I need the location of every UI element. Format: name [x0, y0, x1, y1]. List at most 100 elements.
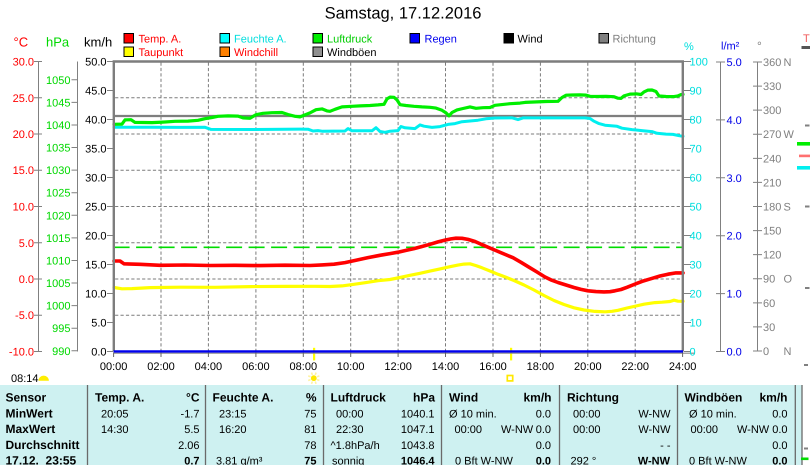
svg-text:00:00: 00:00	[455, 424, 483, 436]
svg-text:0.0: 0.0	[772, 424, 787, 436]
svg-text:50: 50	[690, 202, 702, 214]
svg-text:10: 10	[690, 318, 702, 330]
svg-text:Temp. A.: Temp. A.	[95, 391, 144, 405]
svg-text:Feuchte A.: Feuchte A.	[234, 34, 287, 46]
svg-text:02:00: 02:00	[147, 361, 175, 373]
svg-text:14:30: 14:30	[101, 424, 129, 436]
svg-text:1025: 1025	[46, 188, 70, 200]
svg-text:150: 150	[763, 226, 781, 238]
svg-text:08:14: 08:14	[11, 373, 39, 385]
svg-text:1050: 1050	[46, 75, 70, 87]
svg-text:Richtung: Richtung	[567, 391, 619, 405]
svg-text:5.0: 5.0	[727, 57, 742, 69]
svg-text:30.0: 30.0	[13, 57, 34, 69]
svg-text:Richtung: Richtung	[613, 34, 656, 46]
svg-text:60: 60	[763, 298, 775, 310]
svg-text:990: 990	[52, 346, 70, 358]
svg-text:W-NW: W-NW	[638, 456, 671, 465]
svg-text:22:30: 22:30	[336, 424, 364, 436]
svg-text:1020: 1020	[46, 210, 70, 222]
svg-text:180: 180	[763, 202, 781, 214]
svg-text:l/m²: l/m²	[721, 41, 740, 53]
svg-text:3.0: 3.0	[727, 173, 742, 185]
svg-text:00:00: 00:00	[691, 424, 719, 436]
svg-text:35.0: 35.0	[85, 144, 106, 156]
svg-text:hPa: hPa	[46, 34, 70, 49]
svg-text:Luftdruck: Luftdruck	[331, 391, 387, 405]
svg-text:1047.1: 1047.1	[401, 424, 435, 436]
svg-text:25.0: 25.0	[85, 202, 106, 214]
svg-text:16:20: 16:20	[219, 424, 247, 436]
svg-text:2.06: 2.06	[178, 440, 199, 452]
svg-text:S: S	[784, 202, 791, 214]
svg-text:15.0: 15.0	[85, 260, 106, 272]
svg-text:W-NW: W-NW	[501, 424, 534, 436]
svg-text:14:00: 14:00	[432, 361, 460, 373]
svg-text:15.0: 15.0	[13, 165, 34, 177]
svg-text:30.0: 30.0	[85, 173, 106, 185]
svg-text:0.0: 0.0	[727, 347, 742, 359]
svg-text:08:00: 08:00	[290, 361, 318, 373]
svg-text:Taupunkt: Taupunkt	[139, 47, 184, 59]
svg-text:40: 40	[690, 231, 702, 243]
svg-text:60: 60	[690, 173, 702, 185]
svg-text:0.0: 0.0	[772, 409, 787, 421]
svg-text:40.0: 40.0	[85, 115, 106, 127]
svg-text:18:00: 18:00	[527, 361, 555, 373]
svg-text:00:00: 00:00	[336, 409, 364, 421]
svg-text:00:00: 00:00	[100, 361, 128, 373]
svg-text:1.0: 1.0	[727, 289, 742, 301]
svg-text:Feuchte A.: Feuchte A.	[213, 391, 274, 405]
svg-text:20:00: 20:00	[574, 361, 602, 373]
svg-text:995: 995	[52, 323, 70, 335]
svg-text:20:05: 20:05	[101, 409, 129, 421]
svg-text:0 Bft W-NW: 0 Bft W-NW	[689, 456, 747, 465]
svg-text:5.0: 5.0	[19, 238, 34, 250]
svg-text:30: 30	[690, 260, 702, 272]
svg-text:1000: 1000	[46, 301, 70, 313]
svg-text:W-NW: W-NW	[638, 409, 671, 421]
svg-text:T: T	[803, 33, 810, 45]
svg-text:Windchill: Windchill	[234, 47, 278, 59]
svg-text:W-NW: W-NW	[638, 424, 671, 436]
svg-text:sonnig: sonnig	[332, 456, 364, 465]
svg-text:81: 81	[304, 424, 316, 436]
svg-text:240: 240	[763, 153, 781, 165]
svg-text:5.0: 5.0	[91, 318, 106, 330]
svg-text:°: °	[757, 39, 762, 53]
svg-text:0.0: 0.0	[536, 424, 551, 436]
svg-text:1010: 1010	[46, 256, 70, 268]
svg-text:292 °: 292 °	[571, 456, 597, 465]
svg-text:75: 75	[304, 409, 316, 421]
svg-text:0: 0	[763, 346, 769, 358]
svg-text:Samstag, 17.12.2016: Samstag, 17.12.2016	[325, 5, 482, 23]
svg-text:0 Bft W-NW: 0 Bft W-NW	[455, 456, 513, 465]
svg-text:-10.0: -10.0	[9, 347, 34, 359]
svg-text:75: 75	[304, 456, 316, 465]
svg-text:1035: 1035	[46, 143, 70, 155]
svg-text:km/h: km/h	[84, 34, 112, 49]
svg-text:Windböen: Windböen	[685, 391, 743, 405]
svg-text:270: 270	[763, 129, 781, 141]
svg-text:30: 30	[763, 322, 775, 334]
svg-text:O: O	[784, 274, 793, 286]
svg-text:Sensor: Sensor	[6, 391, 47, 405]
svg-text:Windböen: Windböen	[327, 47, 377, 59]
svg-text:50.0: 50.0	[85, 57, 106, 69]
svg-text:00:00: 00:00	[573, 409, 601, 421]
svg-text:0.0: 0.0	[772, 456, 787, 465]
svg-text:20.0: 20.0	[13, 129, 34, 141]
svg-text:N: N	[784, 346, 792, 358]
svg-text:0.0: 0.0	[536, 409, 551, 421]
svg-text:22:00: 22:00	[621, 361, 649, 373]
svg-text:W: W	[784, 129, 795, 141]
svg-text:360: 360	[763, 57, 781, 69]
svg-text:N: N	[784, 57, 792, 69]
svg-text:0.0: 0.0	[91, 347, 106, 359]
svg-text:Durchschnitt: Durchschnitt	[6, 438, 80, 452]
svg-text:80: 80	[690, 115, 702, 127]
svg-text:MinWert: MinWert	[6, 407, 53, 421]
svg-text:210: 210	[763, 177, 781, 189]
svg-text:25.0: 25.0	[13, 93, 34, 105]
svg-text:%: %	[306, 391, 317, 405]
